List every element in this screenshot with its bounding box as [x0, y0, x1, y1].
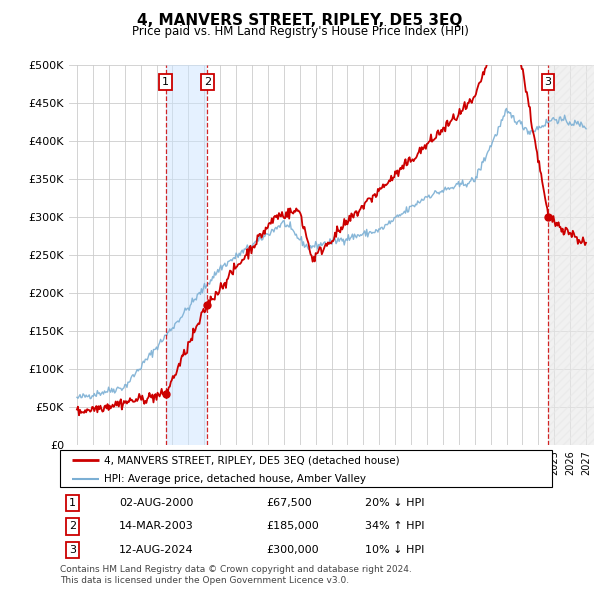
Text: 10% ↓ HPI: 10% ↓ HPI	[365, 545, 424, 555]
Text: 12-AUG-2024: 12-AUG-2024	[119, 545, 194, 555]
Text: Price paid vs. HM Land Registry's House Price Index (HPI): Price paid vs. HM Land Registry's House …	[131, 25, 469, 38]
Text: 14-MAR-2003: 14-MAR-2003	[119, 522, 194, 532]
Text: 3: 3	[69, 545, 76, 555]
Text: 34% ↑ HPI: 34% ↑ HPI	[365, 522, 425, 532]
Text: 3: 3	[545, 77, 551, 87]
Text: 1: 1	[69, 497, 76, 507]
FancyBboxPatch shape	[60, 450, 552, 487]
Bar	[166, 65, 208, 445]
Text: 2: 2	[69, 522, 76, 532]
Text: HPI: Average price, detached house, Amber Valley: HPI: Average price, detached house, Ambe…	[104, 474, 366, 484]
Text: £67,500: £67,500	[266, 497, 313, 507]
Text: Contains HM Land Registry data © Crown copyright and database right 2024.
This d: Contains HM Land Registry data © Crown c…	[60, 565, 412, 585]
Text: 4, MANVERS STREET, RIPLEY, DE5 3EQ: 4, MANVERS STREET, RIPLEY, DE5 3EQ	[137, 13, 463, 28]
Text: 4, MANVERS STREET, RIPLEY, DE5 3EQ (detached house): 4, MANVERS STREET, RIPLEY, DE5 3EQ (deta…	[104, 455, 400, 466]
Text: 1: 1	[162, 77, 169, 87]
Text: £185,000: £185,000	[266, 522, 319, 532]
Text: 2: 2	[204, 77, 211, 87]
Bar	[548, 65, 594, 445]
Text: £300,000: £300,000	[266, 545, 319, 555]
Text: 02-AUG-2000: 02-AUG-2000	[119, 497, 193, 507]
Text: 20% ↓ HPI: 20% ↓ HPI	[365, 497, 425, 507]
